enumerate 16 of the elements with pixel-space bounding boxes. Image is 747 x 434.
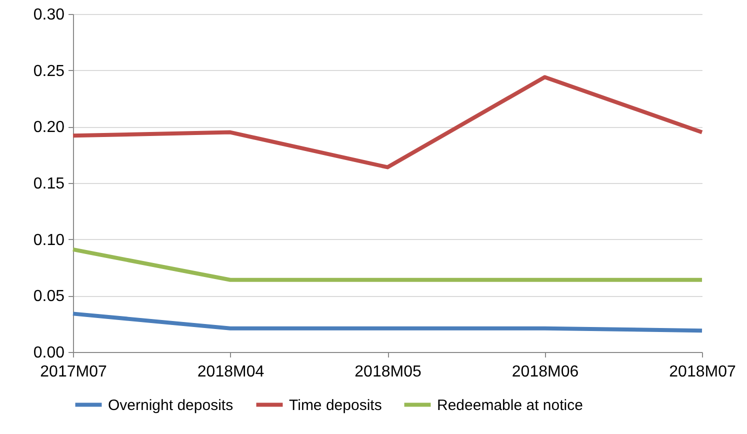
line-series — [71, 75, 704, 170]
legend-label: Redeemable at notice — [437, 396, 583, 414]
y-tick-label: 0.25 — [33, 62, 65, 80]
x-tick-label: 2018M07 — [669, 364, 736, 380]
legend-label: Time deposits — [289, 396, 382, 414]
x-tick-label: 2018M06 — [512, 364, 579, 380]
y-tick-label: 0.30 — [33, 6, 65, 24]
y-tick-label: 0.10 — [33, 232, 65, 249]
x-tick-label: 2017M07 — [40, 364, 107, 380]
legend-label: Overnight deposits — [108, 396, 234, 414]
y-tick-label: 0.15 — [33, 176, 65, 192]
x-tick-label: 2018M05 — [354, 364, 422, 380]
y-tick-label: 0.00 — [33, 344, 65, 362]
y-tick-label: 0.20 — [33, 119, 65, 136]
x-tick-label: 2018M04 — [197, 364, 264, 380]
y-tick-label: 0.05 — [33, 288, 65, 306]
